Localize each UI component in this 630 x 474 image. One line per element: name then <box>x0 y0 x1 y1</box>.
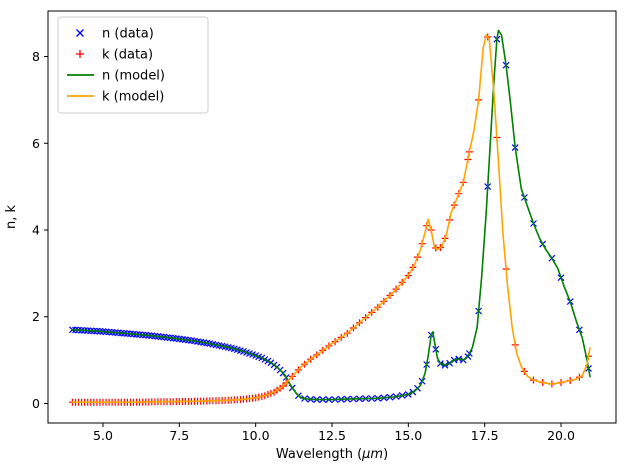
y-tick-label: 8 <box>32 49 40 64</box>
y-tick-label: 6 <box>32 136 40 151</box>
n-data-legend-marker-icon <box>76 29 84 37</box>
legend-item-k-data: k (data) <box>76 48 153 63</box>
y-axis-label: n, k <box>4 205 19 230</box>
x-tick-label: 10.0 <box>242 428 270 443</box>
x-tick-label: 12.5 <box>318 428 346 443</box>
x-axis-label-close: ) <box>383 447 388 462</box>
k-model-line <box>71 34 591 404</box>
legend-box <box>57 16 209 114</box>
y-tick-label: 0 <box>32 396 40 411</box>
legend-item-n-data: n (data) <box>76 27 154 42</box>
y-tick-label: 4 <box>32 223 40 238</box>
legend-item-n-model: n (model) <box>67 69 165 84</box>
x-axis-label: Wavelength (μm) <box>276 447 388 462</box>
x-tick-label: 17.5 <box>471 428 499 443</box>
x-tick-label: 20.0 <box>547 428 575 443</box>
x-axis-label-unit: μm <box>361 447 383 462</box>
x-tick-label: 7.5 <box>169 428 189 443</box>
legend-label: k (model) <box>102 90 164 105</box>
x-tick-label: 15.0 <box>394 428 422 443</box>
legend-item-k-model: k (model) <box>67 90 164 105</box>
n-model-line <box>71 29 591 401</box>
x-axis-label-text: Wavelength ( <box>276 447 362 462</box>
k-data-legend-marker-icon <box>76 50 84 58</box>
y-tick-label: 2 <box>32 309 40 324</box>
plot-area: 5.0 7.5 10.0 12.5 15.0 17.5 20.0 0 2 4 6 8 <box>32 10 617 443</box>
x-tick-label: 5.0 <box>93 428 113 443</box>
legend: n (data) k (data) n (model) k (model) <box>57 16 209 114</box>
legend-label: k (data) <box>102 48 153 63</box>
legend-label: n (model) <box>102 69 165 84</box>
legend-label: n (data) <box>102 27 154 42</box>
